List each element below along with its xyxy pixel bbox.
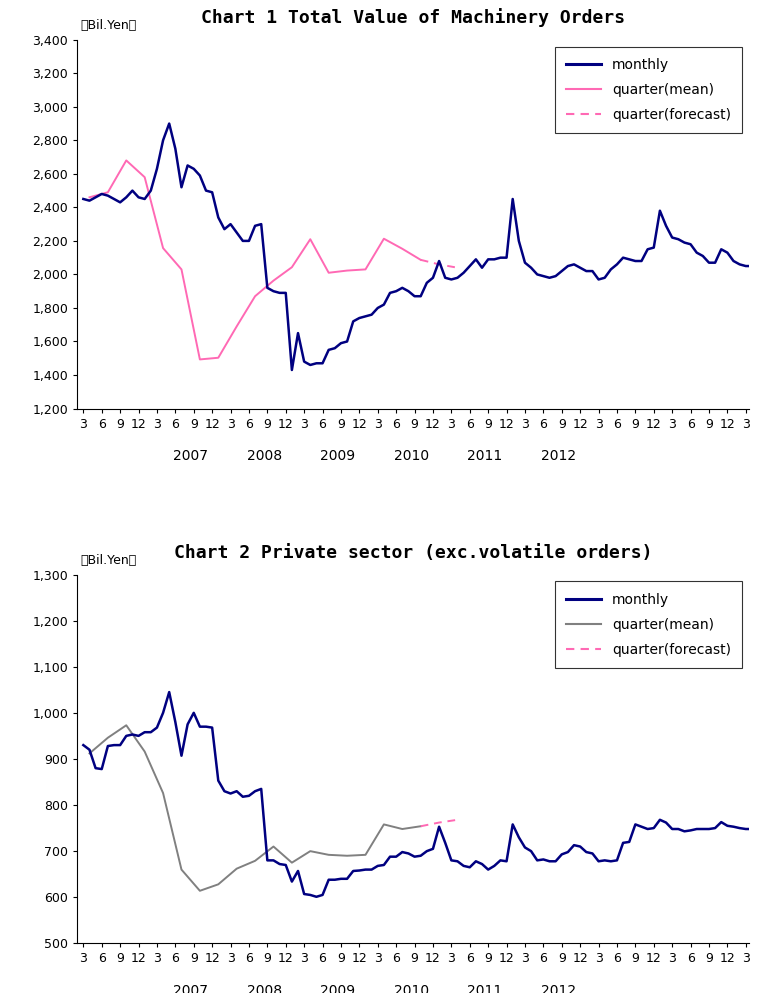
- Text: 2007: 2007: [173, 449, 208, 463]
- Title: Chart 2 Private sector (exc.volatile orders): Chart 2 Private sector (exc.volatile ord…: [174, 544, 652, 562]
- Text: （Bil.Yen）: （Bil.Yen）: [80, 554, 137, 567]
- Text: 2009: 2009: [320, 984, 355, 993]
- Text: 2011: 2011: [468, 449, 503, 463]
- Text: （Bil.Yen）: （Bil.Yen）: [80, 19, 137, 33]
- Text: 2012: 2012: [541, 449, 576, 463]
- Legend: monthly, quarter(mean), quarter(forecast): monthly, quarter(mean), quarter(forecast…: [555, 47, 742, 133]
- Text: 2012: 2012: [541, 984, 576, 993]
- Text: 2008: 2008: [247, 984, 282, 993]
- Legend: monthly, quarter(mean), quarter(forecast): monthly, quarter(mean), quarter(forecast…: [555, 582, 742, 668]
- Text: 2010: 2010: [394, 449, 429, 463]
- Text: 2010: 2010: [394, 984, 429, 993]
- Title: Chart 1 Total Value of Machinery Orders: Chart 1 Total Value of Machinery Orders: [201, 8, 625, 27]
- Text: 2009: 2009: [320, 449, 355, 463]
- Text: 2007: 2007: [173, 984, 208, 993]
- Text: 2008: 2008: [247, 449, 282, 463]
- Text: 2011: 2011: [468, 984, 503, 993]
